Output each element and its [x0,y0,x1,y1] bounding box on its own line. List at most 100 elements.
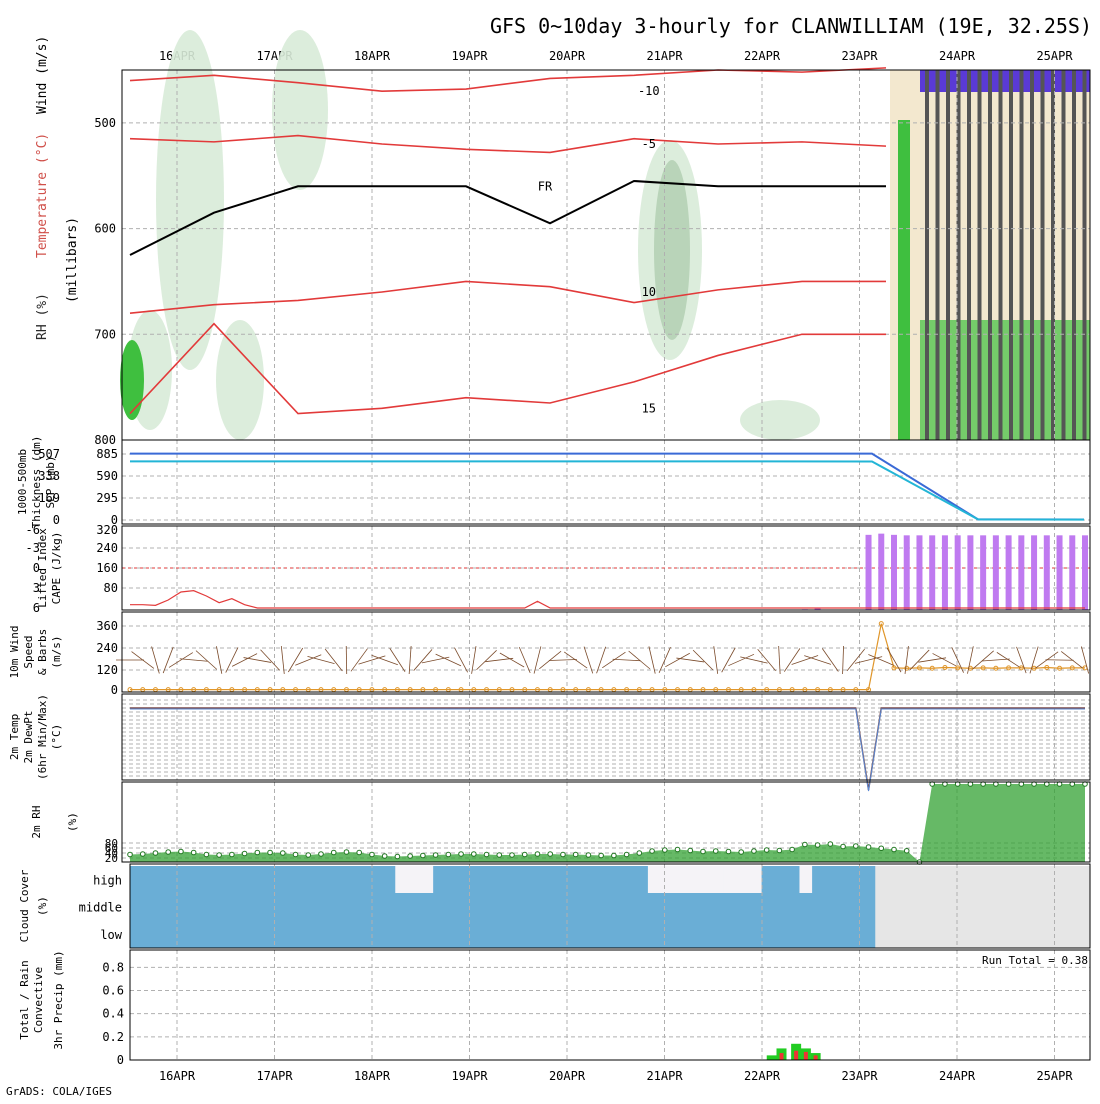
cloud-cell [421,866,434,893]
ylabel-millibars: (millibars) [65,217,80,303]
rh-shade [740,400,820,440]
rh-point [624,852,629,857]
rh-point [726,849,731,854]
cloud-cell [875,866,888,893]
cloud-cell [1002,893,1015,920]
cloud-layer-label: high [93,874,122,888]
cloud-cell [181,920,194,948]
cloud-cell [181,893,194,920]
cloud-cell [698,893,711,920]
cloud-cell [345,920,358,948]
cloud-cell [522,893,535,920]
day-label-bottom: 23APR [841,1069,878,1083]
cloud-cell [1014,920,1027,948]
cloud-cell [559,866,572,893]
cloud-cell [547,920,560,948]
cloud-cell [901,866,914,893]
cloud-cell [143,920,156,948]
cape-bar [916,535,922,610]
cape-bar [1057,535,1063,610]
cloud-cell [572,866,585,893]
cloud-cell [951,893,964,920]
rh-point [472,852,477,857]
day-label-top: 24APR [939,49,976,63]
rh-shade [1083,70,1087,440]
cloud-cell [319,920,332,948]
cloud-cell [572,893,585,920]
ylabel-wind-a: 10m Wind [8,626,21,679]
cloud-cell [496,866,509,893]
rh-tick: 20 [105,852,118,865]
wind-tick: 0 [111,683,118,697]
cloud-cell [1039,920,1052,948]
cloud-cell [585,866,598,893]
cloud-cell [825,866,838,893]
rh-point [854,844,859,849]
cloud-cell [130,866,143,893]
cloud-cell [332,920,345,948]
cloud-cell [610,893,623,920]
cloud-cell [294,893,307,920]
rh-point [675,847,680,852]
ylabel-temp: Temperature (°C) [35,133,50,258]
cloud-cell [269,866,282,893]
ylabel-temp2m-d: (°C) [50,724,63,751]
cloud-cell [231,920,244,948]
cloud-cell [749,920,762,948]
cloud-cell [534,866,547,893]
rh-shade [1062,70,1066,440]
cloud-cell [875,920,888,948]
cloud-cell [661,893,674,920]
rh-point [255,850,260,855]
cloud-cell [597,866,610,893]
rh-point [268,850,273,855]
rh-shade [654,160,690,340]
cloud-cell [231,866,244,893]
cape-bar [1006,535,1012,610]
precip-tick: 0.8 [102,960,124,974]
cloud-cell [686,893,699,920]
cloud-cell [218,866,231,893]
rh-point [484,852,489,857]
day-label-top: 18APR [354,49,391,63]
ylabel-precip-b: Convective [32,967,45,1033]
cloud-cell [168,866,181,893]
cloud-cell [282,920,295,948]
ylabel-thickness-a: 1000-500mb [16,449,29,515]
cloud-cell [850,866,863,893]
cloud-cell [888,920,901,948]
cloud-cell [433,893,446,920]
day-label-top: 25APR [1036,49,1073,63]
cloud-cell [711,920,724,948]
cloud-cell [231,893,244,920]
contour-label: 15 [642,401,656,415]
cloud-cell [1039,893,1052,920]
cloud-cell [155,866,168,893]
cloud-cell [421,920,434,948]
cloud-cell [774,893,787,920]
cloud-cell [686,866,699,893]
rh-point [522,852,527,857]
cloud-cell [282,866,295,893]
slp-tick: 885 [96,447,118,461]
cloud-cell [395,920,408,948]
cloud-layer-label: low [100,928,122,942]
cloud-cell [193,866,206,893]
rh-point [663,848,668,853]
cloud-cell [256,893,269,920]
cloud-cell [1002,866,1015,893]
cloud-cell [345,893,358,920]
cloud-cell [1027,866,1040,893]
cloud-cell [1077,893,1090,920]
rh-point [879,846,884,851]
cape-bar [980,535,986,610]
rh-point [331,850,336,855]
cloud-cell [471,920,484,948]
cloud-cell [130,920,143,948]
rh-point [395,854,400,859]
cloud-cell [155,920,168,948]
rh-point [739,850,744,855]
cape-bar [942,535,948,610]
cloud-cell [1077,866,1090,893]
